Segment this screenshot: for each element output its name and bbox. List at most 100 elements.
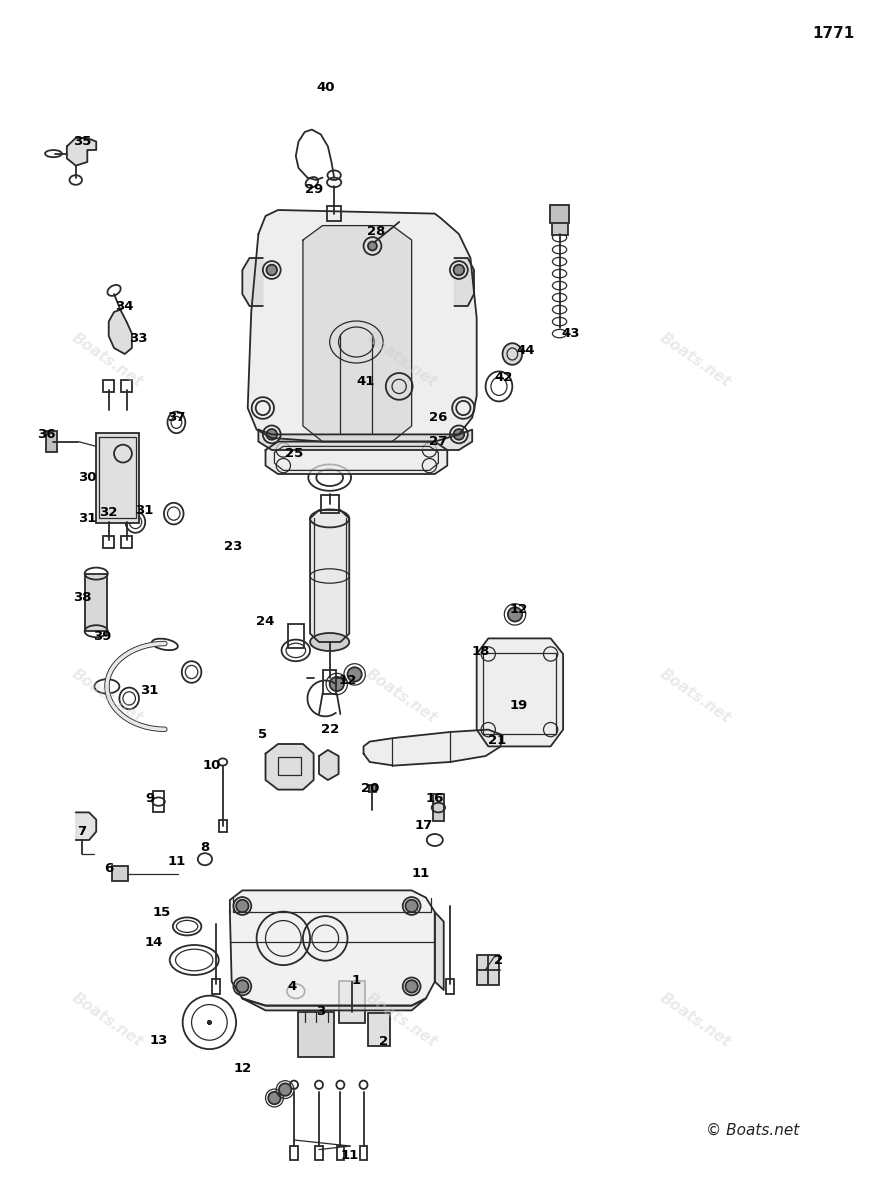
Polygon shape: [248, 210, 477, 442]
Bar: [483, 653, 556, 734]
Polygon shape: [76, 812, 96, 840]
Text: 20: 20: [361, 782, 379, 794]
Polygon shape: [319, 750, 339, 780]
Bar: [337, 1146, 344, 1160]
Circle shape: [454, 430, 464, 439]
Circle shape: [347, 667, 362, 682]
Bar: [290, 1146, 298, 1160]
Text: 11: 11: [412, 868, 429, 880]
Text: 27: 27: [429, 436, 447, 448]
Circle shape: [454, 265, 464, 275]
Text: 31: 31: [141, 684, 159, 696]
Bar: [552, 221, 568, 235]
Bar: [550, 204, 569, 222]
Bar: [339, 980, 365, 1022]
Circle shape: [208, 1021, 211, 1024]
Text: 28: 28: [367, 226, 385, 238]
Text: 12: 12: [339, 674, 356, 686]
Text: 44: 44: [517, 344, 535, 356]
Circle shape: [208, 1020, 211, 1024]
Text: 9: 9: [145, 792, 154, 804]
Bar: [433, 794, 444, 821]
Polygon shape: [310, 510, 349, 642]
Circle shape: [236, 980, 249, 992]
Text: 12: 12: [233, 1062, 251, 1074]
Text: 21: 21: [488, 734, 506, 746]
Bar: [112, 866, 128, 881]
Circle shape: [266, 265, 277, 275]
Bar: [212, 979, 219, 994]
Polygon shape: [454, 258, 474, 306]
Bar: [121, 536, 132, 548]
Circle shape: [279, 1084, 291, 1096]
Text: 19: 19: [510, 700, 527, 712]
Bar: [328, 206, 341, 221]
Text: 43: 43: [561, 328, 579, 340]
Polygon shape: [303, 226, 412, 442]
Text: 24: 24: [257, 616, 274, 628]
Text: 34: 34: [116, 300, 134, 312]
Text: 15: 15: [153, 906, 171, 918]
Circle shape: [208, 1021, 211, 1024]
Ellipse shape: [310, 634, 349, 650]
Text: Boats.net: Boats.net: [69, 666, 145, 726]
Text: 26: 26: [429, 412, 447, 424]
Text: 11: 11: [168, 856, 185, 868]
Text: 12: 12: [510, 604, 527, 616]
Circle shape: [405, 900, 418, 912]
Circle shape: [208, 1021, 211, 1024]
Text: 29: 29: [305, 184, 323, 196]
Text: 5: 5: [258, 728, 267, 740]
Text: 11: 11: [341, 1150, 359, 1162]
Polygon shape: [67, 138, 96, 166]
Bar: [46, 431, 57, 452]
Bar: [153, 791, 164, 812]
Text: 1: 1: [352, 974, 361, 986]
Polygon shape: [242, 258, 263, 306]
Text: 33: 33: [129, 332, 147, 344]
Text: 10: 10: [203, 760, 221, 772]
Bar: [368, 1013, 390, 1046]
Text: 1771: 1771: [812, 26, 854, 41]
Polygon shape: [109, 310, 132, 354]
Circle shape: [208, 1021, 211, 1024]
Text: 35: 35: [73, 136, 91, 148]
Text: 22: 22: [321, 724, 339, 736]
Text: 37: 37: [168, 412, 185, 424]
Bar: [96, 432, 139, 523]
Text: Boats.net: Boats.net: [657, 330, 733, 390]
Text: 13: 13: [150, 1034, 168, 1046]
Text: 36: 36: [37, 428, 55, 440]
Text: 31: 31: [78, 512, 96, 524]
Circle shape: [508, 607, 522, 622]
Text: 38: 38: [73, 592, 91, 604]
Bar: [219, 820, 226, 832]
Circle shape: [208, 1021, 211, 1024]
Bar: [315, 1146, 323, 1160]
Bar: [446, 979, 454, 994]
Polygon shape: [266, 442, 447, 474]
Text: 2: 2: [495, 954, 503, 966]
Text: 31: 31: [135, 504, 153, 516]
Bar: [478, 955, 500, 984]
Text: 18: 18: [472, 646, 490, 658]
Polygon shape: [477, 638, 563, 746]
Text: 25: 25: [285, 448, 303, 460]
Bar: [278, 757, 301, 775]
Text: 2: 2: [379, 1036, 388, 1048]
Circle shape: [405, 980, 418, 992]
Polygon shape: [364, 730, 501, 766]
Text: 30: 30: [78, 472, 96, 484]
Text: 42: 42: [495, 372, 512, 384]
Polygon shape: [258, 430, 472, 450]
Text: Boats.net: Boats.net: [363, 666, 439, 726]
Circle shape: [236, 900, 249, 912]
Circle shape: [368, 241, 377, 251]
Bar: [298, 1012, 334, 1057]
Polygon shape: [266, 744, 314, 790]
Text: Boats.net: Boats.net: [657, 666, 733, 726]
Text: 39: 39: [94, 630, 111, 642]
Bar: [99, 437, 136, 518]
Circle shape: [268, 1092, 281, 1104]
Circle shape: [208, 1021, 211, 1025]
